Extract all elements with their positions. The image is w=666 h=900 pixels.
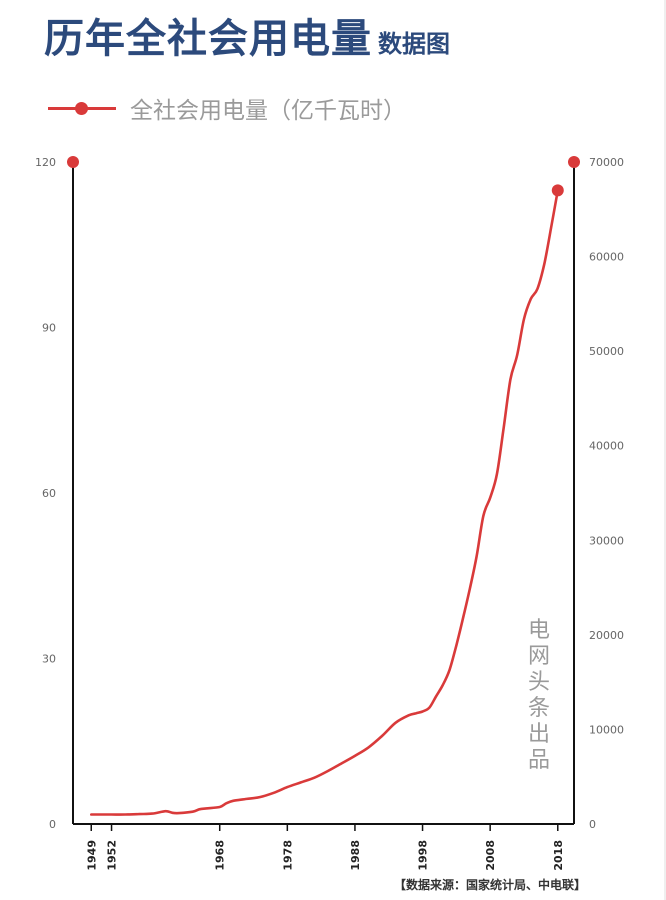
right-tick-label: 20000 bbox=[589, 629, 624, 642]
legend: 全社会用电量（亿千瓦时） bbox=[48, 92, 406, 124]
legend-marker bbox=[75, 102, 88, 115]
left-tick-label: 90 bbox=[42, 322, 56, 335]
legend-swatch bbox=[48, 92, 116, 124]
x-tick-label: 1952 bbox=[106, 840, 119, 871]
data-source-note: 【数据来源：国家统计局、中电联】 bbox=[393, 878, 586, 892]
left-tick-label: 30 bbox=[42, 653, 56, 666]
x-tick-label: 1998 bbox=[417, 840, 430, 871]
right-tick-label: 10000 bbox=[589, 723, 624, 736]
legend-label: 全社会用电量（亿千瓦时） bbox=[130, 98, 406, 124]
x-tick-label: 1978 bbox=[281, 840, 294, 871]
x-tick-label: 1988 bbox=[349, 840, 362, 871]
tick-labels: 0 30 60 90 120 0 10000 20000 30000 40000 50000 6000… bbox=[35, 156, 624, 871]
x-tick-label: 1949 bbox=[85, 840, 98, 871]
series-layer bbox=[90, 184, 564, 816]
left-axis-cap-marker bbox=[67, 156, 79, 168]
chart-title: 历年全社会用电量 bbox=[44, 15, 372, 62]
chart-title-block: 历年全社会用电量 数据图 bbox=[44, 6, 450, 64]
right-tick-label: 0 bbox=[589, 818, 596, 831]
right-tick-label: 30000 bbox=[589, 534, 624, 547]
left-tick-label: 60 bbox=[42, 487, 56, 500]
axes bbox=[67, 156, 580, 831]
watermark-text: 电网头条出品 bbox=[527, 618, 550, 773]
page-edge bbox=[664, 0, 666, 900]
right-tick-label: 40000 bbox=[589, 440, 624, 453]
right-tick-label: 50000 bbox=[589, 345, 624, 358]
right-tick-label: 70000 bbox=[589, 156, 624, 169]
series-end-marker bbox=[551, 184, 564, 197]
series-line bbox=[90, 189, 560, 816]
right-tick-label: 60000 bbox=[589, 251, 624, 264]
x-tick-label: 2018 bbox=[552, 840, 565, 871]
left-tick-label: 0 bbox=[49, 818, 56, 831]
left-tick-label: 120 bbox=[35, 156, 56, 169]
x-tick-label: 1968 bbox=[214, 840, 227, 871]
chart-subtitle: 数据图 bbox=[378, 29, 450, 58]
right-axis-cap-marker bbox=[568, 156, 580, 168]
x-tick-label: 2008 bbox=[484, 840, 497, 871]
